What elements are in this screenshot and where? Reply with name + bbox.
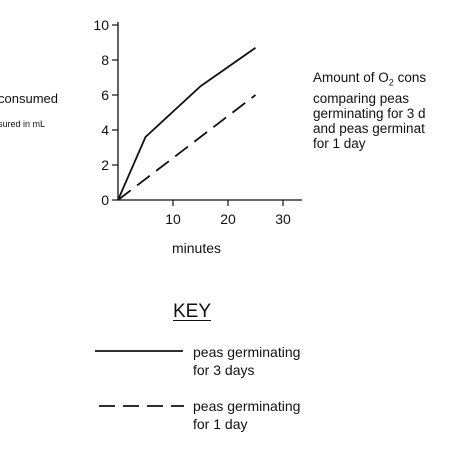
x-tick-label-10: 10 [165,211,181,227]
y-axis-label: consumed [0,91,58,106]
series-line-1 [117,94,257,201]
y-tick-label-10: 10 [93,17,109,33]
x-axis-label: minutes [172,240,222,256]
x-tick-label-20: 20 [220,211,236,227]
series-line-0 [117,47,257,201]
legend-entry-1-day: peas germinating for 1 day [193,398,301,432]
legend-title: KEY [173,301,212,322]
y-tick-label-6: 6 [101,87,109,103]
annotation-line-4: and peas germinat [313,120,425,136]
annotation-line-5: for 1 day [313,135,366,151]
chart-annotation: Amount of O2 cons comparing peas germina… [313,70,450,151]
y-tick-label-4: 4 [101,122,109,138]
y-tick-label-2: 2 [101,157,109,173]
annotation-line-2: comparing peas [313,90,410,106]
y-tick-label-0: 0 [101,192,109,208]
y-tick-label-8: 8 [101,52,109,68]
y-axis-unit-note: sured in mL [0,119,46,129]
legend-entry-3-days: peas germinating for 3 days [193,344,301,378]
annotation-line-3: germinating for 3 d [313,105,426,121]
x-tick-label-30: 30 [275,211,291,227]
annotation-line-1: Amount of O2 cons [313,70,427,88]
